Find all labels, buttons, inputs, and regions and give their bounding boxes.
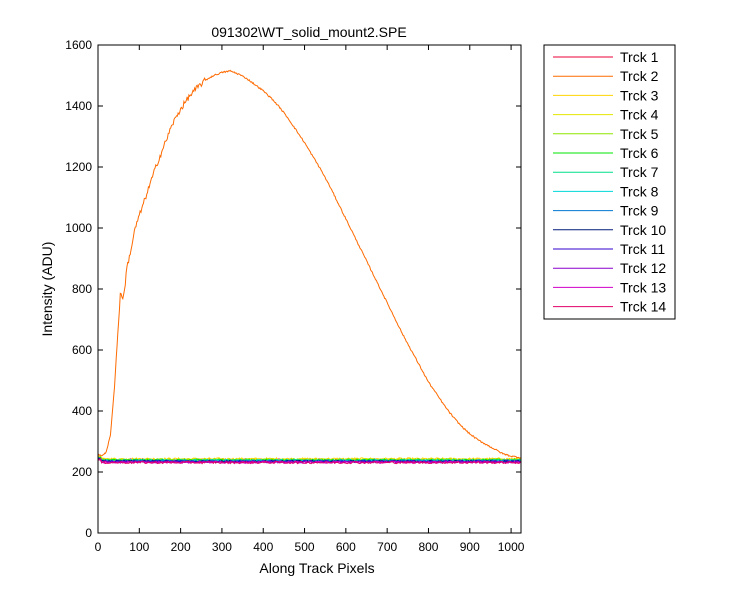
y-tick-label: 1000 <box>65 221 92 235</box>
x-tick-label: 300 <box>212 540 232 554</box>
legend-label: Trck 13 <box>620 279 666 295</box>
y-axis-ticks: 0 200 400 600 800 1000 1200 1400 1600 <box>65 38 521 540</box>
legend-label: Trck 4 <box>620 107 659 123</box>
legend-label: Trck 12 <box>620 260 666 276</box>
x-axis-label: Along Track Pixels <box>259 560 374 576</box>
x-tick-label: 0 <box>95 540 102 554</box>
chart-title: 091302\WT_solid_mount2.SPE <box>211 24 406 40</box>
legend-label: Trck 9 <box>620 203 659 219</box>
legend-label: Trck 5 <box>620 126 659 142</box>
x-tick-label: 200 <box>171 540 191 554</box>
y-tick-label: 600 <box>72 343 92 357</box>
series-layer <box>97 69 522 465</box>
x-tick-label: 1000 <box>498 540 525 554</box>
legend-label: Trck 6 <box>620 145 659 161</box>
y-tick-label: 1400 <box>65 99 92 113</box>
legend-label: Trck 11 <box>620 241 665 257</box>
x-tick-label: 100 <box>129 540 149 554</box>
legend: Trck 1 Trck 2 Trck 3 Trck 4 Trck 5 Trck 6 Trck… <box>543 44 676 320</box>
legend-label: Trck 3 <box>620 87 659 103</box>
legend-label: Trck 14 <box>620 299 666 315</box>
legend-label: Trck 10 <box>620 222 666 238</box>
x-tick-label: 500 <box>295 540 315 554</box>
y-tick-label: 1600 <box>65 38 92 52</box>
legend-label: Trck 7 <box>620 164 659 180</box>
legend-label: Trck 2 <box>620 68 659 84</box>
y-tick-label: 800 <box>72 282 92 296</box>
axes-background <box>98 45 521 533</box>
y-tick-label: 1200 <box>65 160 92 174</box>
plot-area <box>97 44 522 534</box>
series-line-trck-2 <box>97 69 522 459</box>
series-line-trck-14 <box>97 458 521 465</box>
legend-box <box>543 44 676 320</box>
y-tick-label: 200 <box>72 465 92 479</box>
y-axis-label: Intensity (ADU) <box>39 242 55 337</box>
y-tick-label: 400 <box>72 404 92 418</box>
x-tick-label: 600 <box>336 540 356 554</box>
series-line-trck-13 <box>97 458 521 465</box>
x-tick-label: 800 <box>418 540 438 554</box>
x-tick-label: 400 <box>253 540 273 554</box>
legend-items: Trck 1 Trck 2 Trck 3 Trck 4 Trck 5 Trck 6 Trck… <box>553 49 666 315</box>
x-axis-ticks: 0 100 200 300 400 500 600 700 800 900 1000 <box>95 45 525 554</box>
x-tick-label: 700 <box>377 540 397 554</box>
legend-label: Trck 1 <box>620 49 659 65</box>
legend-label: Trck 8 <box>620 183 659 199</box>
y-tick-label: 0 <box>85 526 92 540</box>
x-tick-label: 900 <box>460 540 480 554</box>
